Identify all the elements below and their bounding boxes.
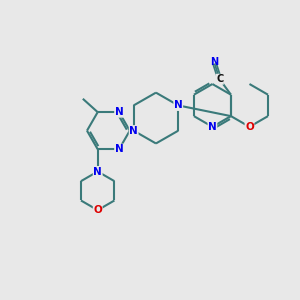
Text: N: N — [208, 122, 217, 132]
Text: O: O — [245, 122, 254, 132]
Text: O: O — [93, 205, 102, 215]
Text: N: N — [174, 100, 183, 110]
Text: N: N — [211, 57, 219, 67]
Text: N: N — [115, 144, 124, 154]
Text: N: N — [115, 107, 124, 117]
Text: C: C — [216, 74, 223, 84]
Text: N: N — [93, 167, 102, 176]
Text: N: N — [129, 126, 138, 136]
